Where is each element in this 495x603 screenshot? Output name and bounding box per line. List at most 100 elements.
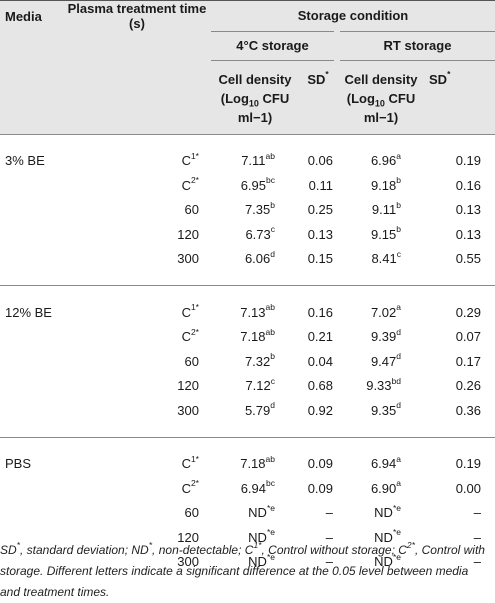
cell-density-rt: 9.47d <box>370 351 401 369</box>
cell-sd-rt: 0.19 <box>455 456 481 472</box>
cell-sd-4c: 0.92 <box>299 398 337 438</box>
cell-density-4c: ND*e <box>248 502 275 521</box>
cell-sd-4c: 0.09 <box>307 456 333 472</box>
cell-treatment-time: 120 <box>177 529 199 545</box>
header-cell-density-rt: Cell density (Log10 CFU ml−1) <box>344 71 418 125</box>
header-media: Media <box>5 8 42 24</box>
cell-density-4c: 7.32b <box>244 351 275 369</box>
cell-sd-rt: 0.29 <box>455 304 481 320</box>
table-row: 300 5.79d 0.92 9.35d 0.36 <box>0 398 495 438</box>
table-row: 120 ND*e – ND*e – <box>0 525 495 550</box>
cell-sd-rt: – <box>473 554 481 570</box>
cell-sd-4c: 0.11 <box>308 177 333 193</box>
cell-density-4c: 7.35b <box>244 199 275 218</box>
cell-sd-4c: 0.09 <box>307 480 333 496</box>
cell-treatment-time: C1* <box>181 150 199 169</box>
cell-media <box>0 246 63 286</box>
table-row: C2* 7.18ab 0.21 9.39d 0.07 <box>0 325 495 350</box>
cell-density-rt: 9.39d <box>370 326 401 345</box>
cell-sd-rt: 0.36 <box>425 398 495 438</box>
cell-density-4c: 6.95bc <box>240 175 275 193</box>
cell-media: PBS <box>5 456 32 472</box>
cell-sd-4c: – <box>325 554 333 570</box>
cell-treatment-time: 120 <box>177 378 199 394</box>
header-4c-storage: 4°C storage <box>211 31 337 61</box>
cell-sd-rt: 0.00 <box>455 480 481 496</box>
cell-media <box>0 325 63 350</box>
header-sd-rt: SD* <box>429 69 451 87</box>
header-rt-storage: RT storage <box>334 31 495 61</box>
cell-density-rt: ND*e <box>374 527 401 545</box>
cell-sd-rt: 0.19 <box>455 153 481 169</box>
cell-density-4c: 7.18ab <box>240 453 275 472</box>
cell-media <box>0 476 63 501</box>
header-storage-condition: Storage condition <box>211 0 495 32</box>
cell-treatment-time: 300 <box>63 398 211 438</box>
cell-sd-4c: – <box>325 505 333 521</box>
header-sd-4c: SD* <box>307 69 329 87</box>
table-footnote: SD*, standard deviation; ND*, non-detect… <box>0 540 485 599</box>
cell-media <box>0 198 63 223</box>
cell-media: 3% BE <box>5 153 45 169</box>
cell-density-rt: 6.90a <box>370 478 401 496</box>
cell-media <box>0 374 63 399</box>
cell-treatment-time: 60 <box>184 505 199 521</box>
cell-sd-4c: 0.15 <box>299 246 337 286</box>
cell-treatment-time: 300 <box>177 554 199 570</box>
cell-density-4c: 7.18ab <box>240 326 275 345</box>
table-row: 3% BE C1* 7.11ab 0.06 6.96a 0.19 <box>0 134 495 173</box>
cell-treatment-time: C1* <box>181 453 199 472</box>
table-row: C2* 6.95bc 0.11 9.18b 0.16 <box>0 173 495 198</box>
table-header: Media Plasma treatment time (s) Storage … <box>0 0 495 134</box>
cell-density-rt: 9.11b <box>371 199 401 218</box>
cell-sd-rt: 0.07 <box>455 329 481 345</box>
table-row: 300 ND*e – ND*e – <box>0 550 495 589</box>
table-body: 3% BE C1* 7.11ab 0.06 6.96a 0.19 C2* 6.95bc 0.11… <box>0 134 495 588</box>
cell-sd-4c: 0.68 <box>307 378 333 394</box>
cell-treatment-time: C2* <box>181 478 199 496</box>
table-row: 60 7.35b 0.25 9.11b 0.13 <box>0 198 495 223</box>
cell-sd-rt: 0.17 <box>455 353 481 369</box>
cell-sd-rt: 0.26 <box>455 378 481 394</box>
header-plasma-time: Plasma treatment time (s) <box>67 1 207 31</box>
cell-density-4c: 7.12c <box>245 375 275 394</box>
cell-density-4c: 5.79d <box>211 398 299 438</box>
cell-treatment-time: C1* <box>181 302 199 320</box>
cell-sd-4c: 0.06 <box>307 153 333 169</box>
cell-media <box>0 222 63 247</box>
table-row: PBS C1* 7.18ab 0.09 6.94a 0.19 <box>0 437 495 476</box>
table-row: 12% BE C1* 7.13ab 0.16 7.02a 0.29 <box>0 286 495 325</box>
cell-density-4c: ND*e <box>248 527 275 545</box>
cell-density-4c: ND*e <box>248 551 275 570</box>
table-row: 120 6.73c 0.13 9.15b 0.13 <box>0 222 495 247</box>
cell-media <box>0 173 63 198</box>
cell-sd-rt: – <box>473 529 481 545</box>
cell-density-rt: 7.02a <box>370 302 401 320</box>
cell-sd-rt: 0.16 <box>455 177 481 193</box>
cell-density-rt: 9.15b <box>370 224 401 242</box>
storage-table: Media Plasma treatment time (s) Storage … <box>0 0 495 588</box>
cell-sd-rt: 0.55 <box>425 246 495 286</box>
cell-sd-4c: 0.16 <box>307 304 333 320</box>
cell-density-rt: 9.18b <box>370 175 401 193</box>
header-cell-density-4c: Cell density (Log10 CFU ml−1) <box>218 71 292 125</box>
cell-density-rt: 9.33bd <box>366 375 401 394</box>
cell-treatment-time: C2* <box>181 175 199 193</box>
table-row: 120 7.12c 0.68 9.33bd 0.26 <box>0 374 495 399</box>
cell-sd-rt: 0.13 <box>455 226 481 242</box>
cell-sd-4c: – <box>325 529 333 545</box>
cell-treatment-time: 60 <box>184 353 199 369</box>
cell-sd-4c: 0.21 <box>307 329 333 345</box>
cell-density-rt: 6.94a <box>370 453 401 472</box>
cell-density-4c: 6.73c <box>245 224 275 242</box>
cell-sd-4c: 0.13 <box>307 226 333 242</box>
data-table-container: Media Plasma treatment time (s) Storage … <box>0 0 495 588</box>
cell-density-rt: ND*e <box>374 502 401 521</box>
cell-sd-rt: 0.13 <box>455 202 481 218</box>
cell-density-4c: 6.06d <box>211 246 299 286</box>
cell-sd-rt: – <box>473 505 481 521</box>
cell-density-4c: 7.11ab <box>241 150 275 169</box>
cell-sd-4c: 0.04 <box>307 353 333 369</box>
table-row: 300 6.06d 0.15 8.41c 0.55 <box>0 246 495 286</box>
cell-media <box>0 501 63 526</box>
